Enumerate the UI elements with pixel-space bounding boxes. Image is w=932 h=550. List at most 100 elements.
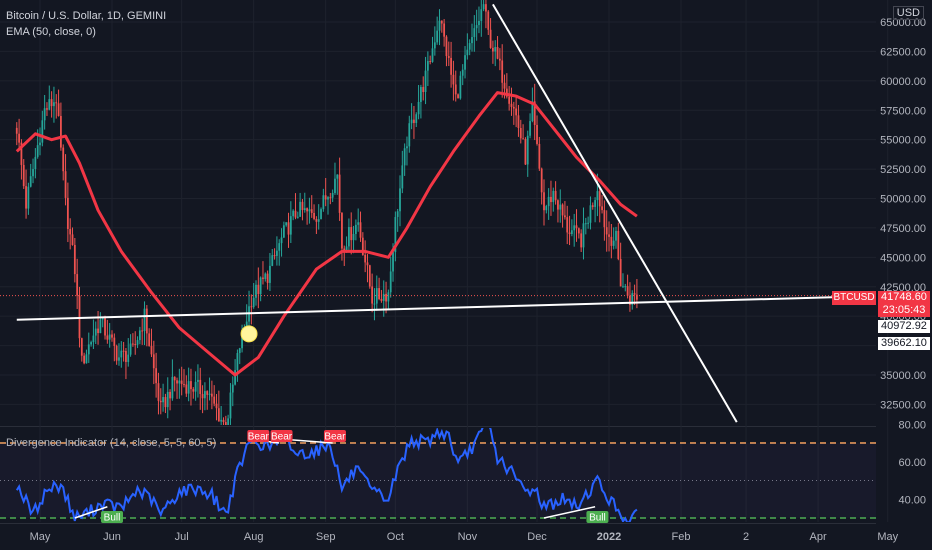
candle-body [619, 258, 622, 287]
candle-body [127, 354, 130, 362]
candle-body [313, 212, 315, 219]
candle-body [201, 393, 204, 399]
time-tick-label: Jul [175, 531, 189, 543]
candle-body [389, 271, 392, 293]
candle-body [519, 127, 522, 139]
candle-body [111, 334, 113, 338]
candle-body [118, 357, 120, 361]
candle-body [341, 212, 343, 249]
candle-body [636, 294, 638, 300]
candle-body [440, 20, 443, 24]
signal-label: Bear [324, 432, 346, 443]
candle-body [452, 74, 455, 85]
time-tick-label: Feb [672, 531, 691, 543]
candle-body [262, 277, 264, 279]
candle-body [185, 384, 188, 394]
price-tick-label: 52500.00 [880, 164, 926, 176]
candle-body [415, 114, 418, 123]
candle-body [366, 262, 369, 266]
candle-body [464, 55, 466, 70]
candle-body [282, 225, 285, 238]
candle-body [215, 403, 218, 409]
candle-body [505, 88, 508, 97]
candle-body [71, 234, 74, 245]
candle-body [173, 376, 176, 381]
candle-body [266, 273, 269, 283]
ema-50-line [15, 91, 638, 377]
candle-body [264, 273, 267, 279]
candle-body [41, 120, 44, 143]
price-axis-panel [876, 0, 932, 550]
candle-body [422, 86, 425, 93]
signal-badge [270, 430, 293, 442]
candle-body [396, 211, 399, 217]
candle-body [164, 397, 167, 408]
candle-body [601, 206, 603, 211]
time-tick-label: 2022 [597, 531, 621, 543]
candle-body [408, 123, 411, 147]
candle-body [36, 145, 39, 157]
candle-body [610, 236, 613, 246]
candle-body [471, 37, 473, 44]
candle-body [55, 102, 58, 104]
candle-body [190, 381, 192, 390]
candle-body [259, 277, 262, 295]
candle-body [554, 190, 557, 201]
currency-button[interactable]: USD [892, 6, 924, 20]
time-tick-label: Nov [458, 531, 478, 543]
candle-body [631, 293, 634, 305]
candle-body [296, 216, 299, 218]
candle-body [536, 124, 538, 144]
candle-body [53, 102, 55, 107]
candle-body [27, 186, 30, 209]
candle-body [18, 133, 20, 143]
candle-body [227, 418, 230, 425]
candle-body [403, 148, 406, 166]
symbol-price-label: BTCUSD [832, 291, 876, 305]
candle-body [371, 286, 374, 304]
candle-body [317, 219, 320, 222]
candle-body [584, 223, 587, 225]
candle-body [450, 57, 452, 75]
price-tick-label: 62500.00 [880, 46, 926, 58]
time-tick-label: Sep [316, 531, 336, 543]
candle-body [617, 230, 620, 259]
signal-badge [101, 511, 123, 523]
candle-body [29, 176, 32, 187]
osc-tick-label: 40.00 [898, 494, 926, 506]
candle-body [204, 391, 206, 399]
candle-body [575, 225, 578, 229]
candle-body [255, 284, 257, 298]
candle-body [308, 209, 311, 212]
candle-body [496, 47, 499, 59]
osc-tick-label: 80.00 [898, 419, 926, 431]
candle-body [410, 119, 413, 124]
candle-body [345, 246, 348, 251]
candle-body [443, 23, 446, 37]
candle-body [48, 99, 51, 110]
candle-body [138, 330, 141, 341]
candle-body [87, 344, 90, 355]
candle-body [540, 168, 543, 193]
candle-body [50, 99, 53, 107]
candle-body [166, 391, 169, 408]
time-tick-label: Oct [387, 531, 404, 543]
candle-body [633, 293, 636, 295]
candle-body [78, 295, 81, 339]
candle-body [373, 303, 376, 305]
candle-body [278, 243, 281, 251]
candle-body [445, 36, 448, 57]
candles [15, 0, 638, 425]
candle-body [250, 306, 253, 308]
candle-body [322, 195, 325, 210]
candle-body [350, 227, 353, 241]
candle-body [324, 195, 327, 200]
candle-body [106, 335, 109, 340]
candle-body [406, 146, 408, 149]
candle-body [157, 383, 160, 401]
candle-body [194, 381, 197, 392]
signal-label: Bull [104, 513, 121, 524]
time-tick-label: Jun [103, 531, 121, 543]
